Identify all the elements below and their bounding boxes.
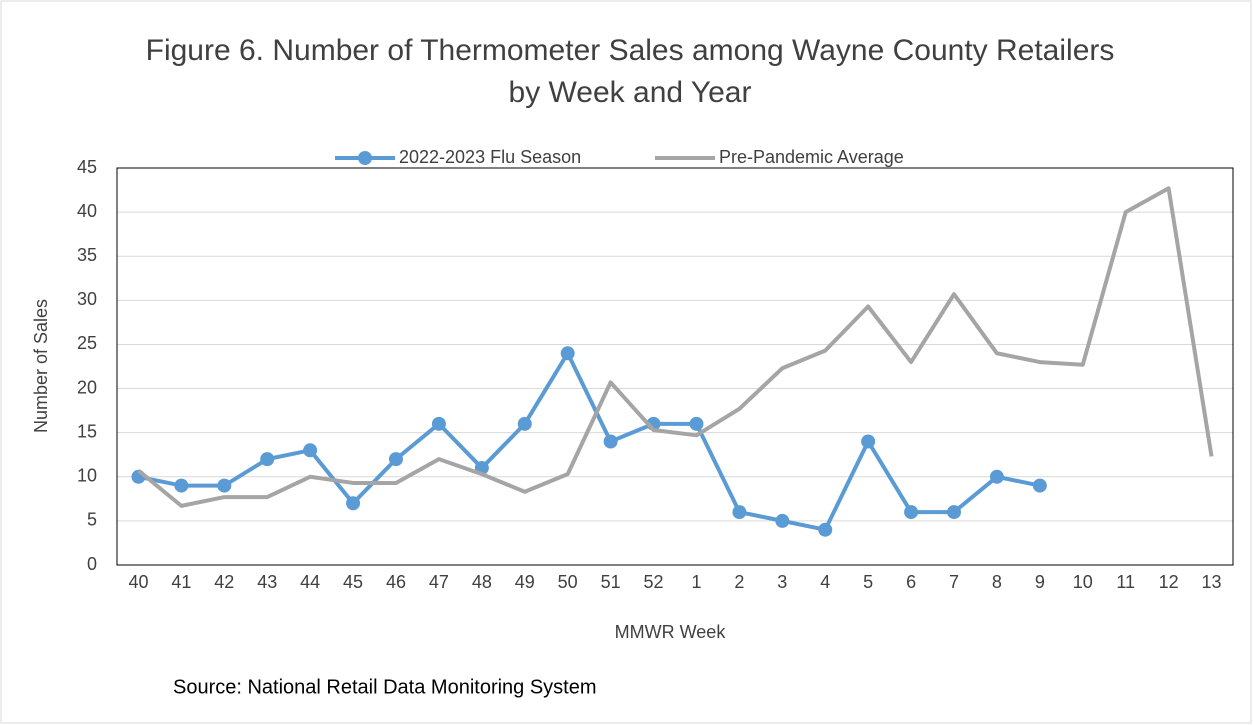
data-point — [818, 522, 833, 537]
x-tick-label: 47 — [429, 572, 449, 592]
data-point — [303, 443, 318, 458]
source-note: Source: National Retail Data Monitoring … — [173, 676, 597, 698]
x-tick-label: 8 — [992, 572, 1002, 592]
x-tick-label: 52 — [644, 572, 664, 592]
y-tick-label: 10 — [77, 466, 97, 486]
x-tick-label: 46 — [386, 572, 406, 592]
y-tick-label: 30 — [77, 289, 97, 309]
y-tick-label: 5 — [87, 510, 97, 530]
data-point — [217, 478, 232, 493]
x-tick-label: 51 — [601, 572, 621, 592]
x-tick-label: 10 — [1073, 572, 1093, 592]
y-tick-label: 45 — [77, 157, 97, 177]
x-tick-label: 1 — [691, 572, 701, 592]
x-tick-label: 4 — [820, 572, 830, 592]
data-point — [603, 434, 618, 449]
plot-border — [116, 167, 1234, 566]
data-point — [560, 346, 575, 361]
x-tick-label: 41 — [171, 572, 191, 592]
x-tick-label: 9 — [1035, 572, 1045, 592]
data-point — [389, 452, 403, 467]
x-tick-label: 42 — [214, 572, 234, 592]
y-tick-label: 35 — [77, 245, 97, 265]
data-point — [947, 505, 961, 520]
data-point — [346, 496, 361, 511]
chart-title: Figure 6. Number of Thermometer Sales am… — [145, 34, 1115, 109]
data-point — [174, 478, 189, 493]
x-tick-label: 12 — [1159, 572, 1179, 592]
data-point — [732, 505, 747, 520]
data-point — [775, 513, 790, 528]
data-point — [904, 505, 919, 520]
y-tick-label: 0 — [87, 554, 97, 574]
legend-label: 2022-2023 Flu Season — [399, 147, 581, 167]
data-point — [517, 416, 532, 431]
x-tick-label: 7 — [949, 572, 959, 592]
x-tick-label: 5 — [863, 572, 873, 592]
x-tick-label: 13 — [1202, 572, 1222, 592]
x-tick-label: 2 — [734, 572, 744, 592]
x-tick-label: 3 — [777, 572, 787, 592]
x-axis-label: MMWR Week — [615, 622, 727, 642]
y-tick-label: 40 — [77, 201, 97, 221]
x-tick-label: 43 — [257, 572, 277, 592]
x-tick-label: 40 — [128, 572, 148, 592]
series-line — [138, 351, 1041, 532]
y-tick-label: 25 — [77, 333, 97, 353]
data-point — [431, 416, 446, 431]
data-point — [1032, 478, 1047, 493]
data-point — [989, 469, 1004, 484]
legend-marker — [358, 151, 372, 165]
x-tick-label: 50 — [558, 572, 578, 592]
y-tick-label: 15 — [77, 421, 97, 441]
x-tick-label: 11 — [1116, 572, 1135, 592]
x-tick-label: 49 — [515, 572, 535, 592]
series-line — [137, 186, 1214, 508]
y-axis-label: Number of Sales — [31, 299, 51, 433]
data-point — [861, 434, 876, 449]
data-point — [260, 452, 275, 467]
y-tick-label: 20 — [77, 377, 97, 397]
x-tick-label: 6 — [906, 572, 916, 592]
legend-label: Pre-Pandemic Average — [719, 147, 904, 167]
x-tick-label: 45 — [343, 572, 363, 592]
data-point — [689, 416, 704, 431]
x-tick-label: 44 — [300, 572, 320, 592]
x-tick-label: 48 — [472, 572, 492, 592]
